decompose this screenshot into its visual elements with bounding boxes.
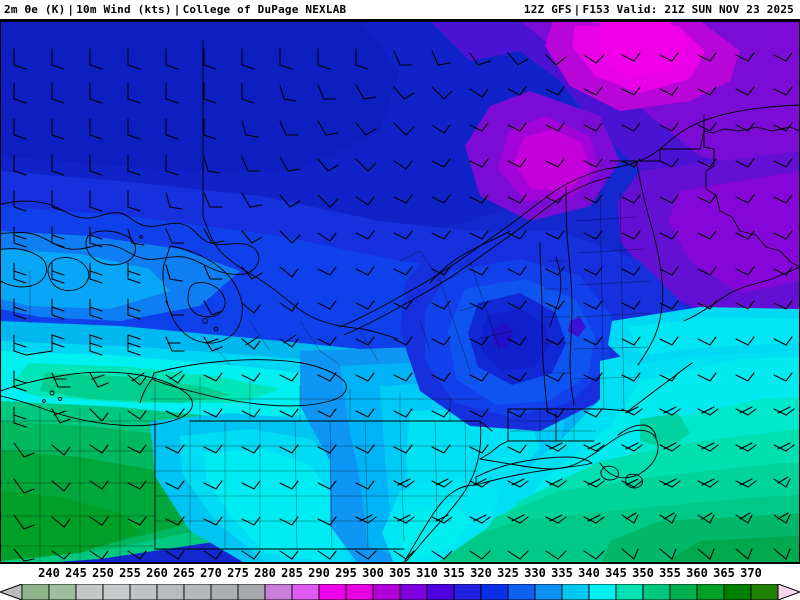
colorbar-swatch[interactable] xyxy=(48,584,77,600)
colorbar-tick-label: 310 xyxy=(416,566,438,580)
wind-barb xyxy=(13,226,793,248)
forecast-valid-label: F153 Valid: 21Z SUN NOV 23 2025 xyxy=(582,3,794,16)
header-separator-3: | xyxy=(573,3,581,16)
colorbar-swatch[interactable] xyxy=(183,584,212,600)
colorbar-swatch[interactable] xyxy=(156,584,185,600)
colorbar-swatch[interactable] xyxy=(723,584,752,600)
map-canvas[interactable] xyxy=(0,19,800,564)
colorbar-swatch[interactable] xyxy=(696,584,725,600)
colorbar-over-arrow xyxy=(777,584,800,600)
wind-barb xyxy=(13,512,791,530)
colorbar-tick-label: 330 xyxy=(524,566,546,580)
colorbar-tick-label: 350 xyxy=(632,566,654,580)
colorbar-tick-label: 340 xyxy=(578,566,600,580)
wind-barb xyxy=(13,548,791,562)
colorbar-swatch[interactable] xyxy=(264,584,293,600)
wind-barb xyxy=(13,442,795,458)
wind-barb xyxy=(13,298,793,320)
colorbar-tick-label: 285 xyxy=(281,566,303,580)
colorbar-swatch[interactable] xyxy=(21,584,50,600)
colorbar-tick-label: 300 xyxy=(362,566,384,580)
colorbar-swatch[interactable] xyxy=(615,584,644,600)
wind-barb xyxy=(13,370,793,392)
colorbar-swatch[interactable] xyxy=(129,584,158,600)
header-separator-1: | xyxy=(67,3,75,16)
wind-label: 10m Wind (kts) xyxy=(76,3,172,16)
colorbar-swatch[interactable] xyxy=(399,584,428,600)
colorbar-tick-label: 250 xyxy=(92,566,114,580)
colorbar-swatch[interactable] xyxy=(318,584,347,600)
colorbar-tick-label: 370 xyxy=(740,566,762,580)
colorbar-swatch[interactable] xyxy=(210,584,239,600)
map-header: 2m Θe (K) | 10m Wind (kts) | College of DuPa… xyxy=(0,0,800,19)
colorbar-tick-label: 315 xyxy=(443,566,465,580)
colorbar-swatches[interactable] xyxy=(0,584,800,600)
colorbar-swatch[interactable] xyxy=(669,584,698,600)
colorbar-tick-label: 245 xyxy=(65,566,87,580)
colorbar-swatch[interactable] xyxy=(453,584,482,600)
county-borders xyxy=(0,190,653,562)
colorbar-tick-label: 335 xyxy=(551,566,573,580)
colorbar-swatch[interactable] xyxy=(372,584,401,600)
wind-barb xyxy=(13,476,791,494)
colorbar-swatch[interactable] xyxy=(642,584,671,600)
wind-barb xyxy=(13,334,793,356)
colorbar-swatch[interactable] xyxy=(750,584,779,600)
colorbar-swatch[interactable] xyxy=(291,584,320,600)
wind-barb xyxy=(13,118,793,140)
colorbar-tick-label: 280 xyxy=(254,566,276,580)
wind-barb xyxy=(13,406,795,428)
colorbar[interactable]: 240 245 250 255 260 265 270 275 280 285 290 295 300 3… xyxy=(0,564,800,600)
colorbar-tick-label: 265 xyxy=(173,566,195,580)
wind-barb xyxy=(13,262,793,284)
colorbar-swatch[interactable] xyxy=(345,584,374,600)
geography-borders xyxy=(0,40,800,562)
colorbar-tick-label: 355 xyxy=(659,566,681,580)
wind-barbs-layer xyxy=(13,48,795,562)
field-label: 2m Θe (K) xyxy=(4,3,66,16)
theta-e-filled-contours xyxy=(0,21,800,562)
colorbar-swatch[interactable] xyxy=(588,584,617,600)
colorbar-swatch[interactable] xyxy=(561,584,590,600)
colorbar-swatch[interactable] xyxy=(534,584,563,600)
colorbar-tick-label: 360 xyxy=(686,566,708,580)
wind-barb xyxy=(13,154,793,176)
colorbar-tick-label: 325 xyxy=(497,566,519,580)
header-left-group: 2m Θe (K) | 10m Wind (kts) | College of DuPa… xyxy=(4,3,346,16)
header-right-group: 12Z GFS | F153 Valid: 21Z SUN NOV 23 2025 xyxy=(524,3,794,16)
colorbar-swatch[interactable] xyxy=(480,584,509,600)
colorbar-tick-label: 320 xyxy=(470,566,492,580)
colorbar-swatch[interactable] xyxy=(426,584,455,600)
colorbar-tick-label: 270 xyxy=(200,566,222,580)
colorbar-swatch[interactable] xyxy=(237,584,266,600)
header-separator-2: | xyxy=(173,3,181,16)
wind-barb xyxy=(13,82,793,104)
wind-barb xyxy=(13,48,793,70)
colorbar-tick-label: 255 xyxy=(119,566,141,580)
colorbar-tick-labels: 240 245 250 255 260 265 270 275 280 285 290 295 300 3… xyxy=(0,566,800,582)
wind-barb xyxy=(13,190,793,212)
colorbar-tick-label: 260 xyxy=(146,566,168,580)
model-run-label: 12Z GFS xyxy=(523,3,572,16)
colorbar-tick-label: 365 xyxy=(713,566,735,580)
theta-e-contour-map[interactable] xyxy=(0,21,800,564)
colorbar-tick-label: 295 xyxy=(335,566,357,580)
colorbar-under-arrow xyxy=(0,584,23,600)
colorbar-tick-label: 305 xyxy=(389,566,411,580)
colorbar-tick-label: 240 xyxy=(38,566,60,580)
colorbar-swatch[interactable] xyxy=(102,584,131,600)
source-label: College of DuPage NEXLAB xyxy=(182,3,347,16)
colorbar-swatch[interactable] xyxy=(75,584,104,600)
colorbar-tick-label: 345 xyxy=(605,566,627,580)
colorbar-tick-label: 290 xyxy=(308,566,330,580)
colorbar-tick-label: 275 xyxy=(227,566,249,580)
colorbar-swatch[interactable] xyxy=(507,584,536,600)
